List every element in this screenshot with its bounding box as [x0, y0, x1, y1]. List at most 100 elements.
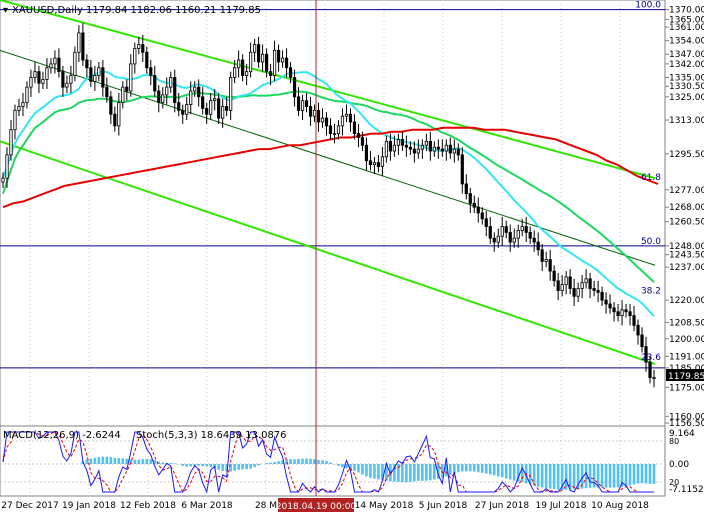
macd-bar — [649, 464, 652, 484]
macd-bar — [249, 464, 252, 469]
candle-body — [425, 141, 427, 145]
candle-body — [585, 279, 587, 283]
candle-body — [417, 149, 419, 153]
macd-bar — [305, 458, 308, 464]
macd-bar — [565, 464, 568, 490]
macd-bar — [485, 464, 488, 474]
macd-bar — [241, 464, 244, 469]
macd-bar — [169, 463, 172, 464]
candle-body — [285, 58, 287, 68]
candle-body — [497, 236, 499, 242]
macd-bar — [98, 457, 101, 464]
candle-body — [369, 161, 371, 165]
macd-bar — [293, 459, 296, 464]
fib-level-label: 23.6 — [641, 353, 661, 363]
macd-bar — [118, 458, 121, 464]
channel-midline[interactable] — [0, 50, 655, 265]
candle-body — [329, 126, 331, 134]
candle-body — [617, 312, 619, 316]
macd-bar — [325, 461, 328, 464]
candle-body — [2, 178, 4, 182]
candle-body — [633, 316, 635, 326]
lower-trendline[interactable] — [0, 141, 655, 364]
candle-body — [213, 99, 215, 101]
macd-bar — [181, 464, 184, 466]
candle-body — [122, 87, 124, 102]
macd-bar — [245, 464, 248, 469]
candle-body — [337, 126, 339, 134]
candle-body — [42, 79, 44, 83]
candle-body — [393, 145, 395, 151]
candle-body — [621, 310, 623, 316]
macd-bar — [217, 464, 220, 470]
time-tick-label: 27 Dec 2017 — [1, 501, 59, 511]
candle-body — [589, 279, 591, 289]
macd-bar — [205, 464, 208, 466]
candle-body — [529, 232, 531, 238]
macd-bar — [457, 464, 460, 472]
price-tick-label: 1342.00 — [669, 60, 704, 70]
candle-body — [489, 227, 491, 239]
macd-bar — [401, 464, 404, 482]
macd-bar — [313, 459, 316, 464]
candle-body — [421, 145, 423, 149]
macd-bar — [509, 464, 512, 480]
price-tick-label: 1260.50 — [669, 218, 704, 228]
candle-body — [505, 227, 507, 233]
price-tick-label: 1208.50 — [669, 318, 704, 328]
price-tick-label: 1191.00 — [669, 352, 704, 362]
trendlines[interactable] — [0, 0, 655, 364]
candle-body — [581, 283, 583, 289]
macd-bar — [253, 464, 256, 467]
candle-body — [245, 72, 247, 76]
dropdown-icon[interactable]: ▾ — [3, 5, 8, 16]
macd-bar — [605, 464, 608, 488]
candle-body — [469, 194, 471, 204]
candle-body — [333, 134, 335, 135]
candle-body — [325, 118, 327, 126]
price-tick-label: 1237.00 — [669, 263, 704, 273]
candle-body — [445, 145, 447, 151]
candle-body — [118, 103, 120, 126]
candle-body — [345, 114, 347, 116]
candle-body — [593, 289, 595, 291]
fib-level-label: 61.8 — [641, 173, 661, 183]
macd-bar — [369, 464, 372, 478]
candle-body — [50, 64, 52, 68]
candle-body — [493, 238, 495, 242]
price-tick-label: 1313.00 — [669, 116, 704, 126]
upper-trendline[interactable] — [0, 0, 655, 178]
candle-body — [601, 292, 603, 300]
macd-bar — [110, 457, 113, 464]
macd-bar — [413, 464, 416, 481]
candle-body — [30, 77, 32, 87]
candle-body — [6, 155, 8, 178]
candle-body — [225, 107, 227, 111]
candle-body — [365, 145, 367, 160]
macd-bar — [425, 464, 428, 481]
candle-body — [313, 110, 315, 116]
price-tick-label: 1370.00 — [669, 6, 704, 16]
time-tick-label: 19 Jan 2018 — [62, 501, 116, 511]
candle-body — [217, 99, 219, 118]
macd-bar — [317, 460, 320, 464]
candle-body — [170, 77, 172, 87]
time-tick-label: 12 Feb 2018 — [120, 501, 176, 511]
candle-body — [541, 250, 543, 262]
price-tick-label: 1354.00 — [669, 37, 704, 47]
horizontal-lines[interactable] — [0, 10, 665, 368]
candle-body — [401, 139, 403, 145]
candle-body — [397, 139, 399, 145]
time-tick-label: 6 Mar 2018 — [181, 501, 233, 511]
candle-body — [305, 101, 307, 107]
candle-body — [201, 97, 203, 109]
candle-body — [66, 83, 68, 87]
macd-bar — [257, 464, 260, 466]
macd-bar — [269, 463, 272, 464]
macd-bar — [613, 464, 616, 488]
macd-bar — [537, 464, 540, 487]
macd-bar — [353, 464, 356, 471]
stoch-label: Stoch(5,3,3) 18.6439 13.0876 — [136, 430, 287, 441]
